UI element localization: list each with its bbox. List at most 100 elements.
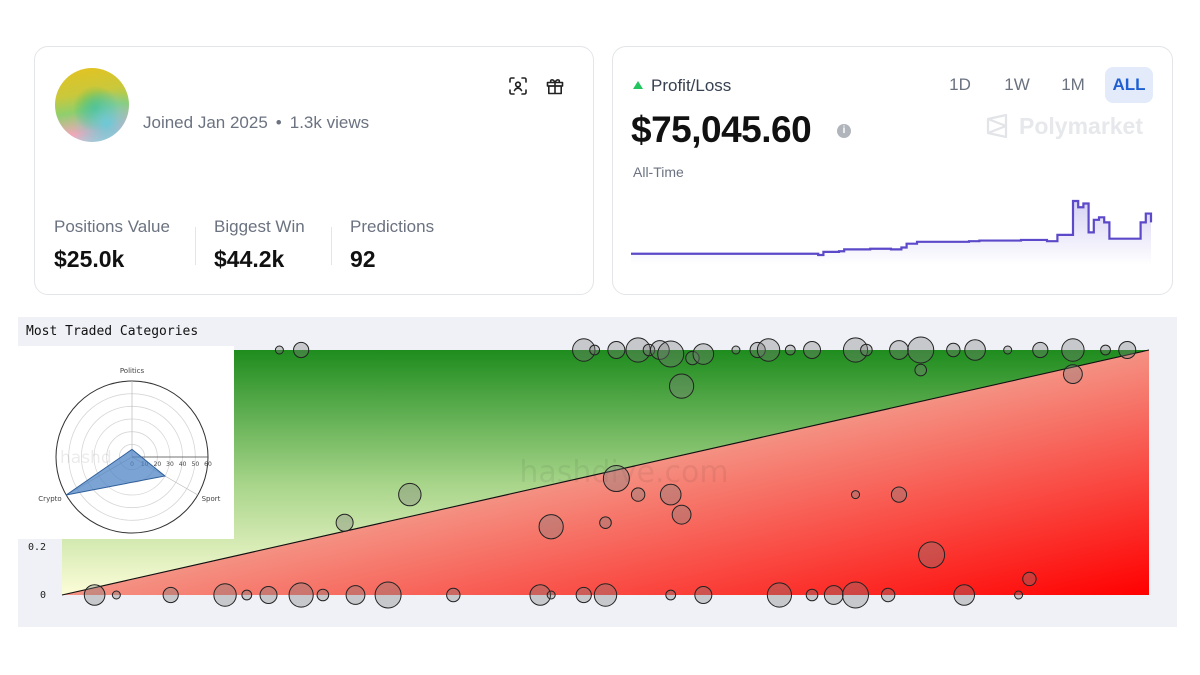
stat-label: Biggest Win [214, 217, 305, 236]
divider [331, 227, 332, 265]
data-bubble [803, 341, 822, 359]
radar-watermark: hashd [60, 448, 112, 468]
data-bubble [213, 583, 237, 607]
data-bubble [1100, 344, 1111, 356]
radar-axis-label: Sport [202, 495, 221, 503]
data-bubble [642, 343, 656, 357]
most-traded-chart: hashdive.com 0.2 0 Politics Sport Crypto… [18, 336, 1150, 609]
pnl-header: Profit/Loss [633, 76, 731, 96]
most-traded-panel: hashdive.com 0.2 0 Politics Sport Crypto… [18, 317, 1177, 627]
data-bubble [446, 587, 461, 603]
data-bubble [83, 584, 106, 606]
radar-area [65, 448, 167, 496]
data-bubble [589, 344, 601, 356]
polymarket-logo-icon [986, 113, 1008, 139]
data-bubble [599, 516, 612, 530]
traded-title: Most Traded Categories [26, 324, 199, 339]
data-bubble [860, 343, 873, 357]
data-bubble [546, 590, 556, 600]
data-bubble [1003, 345, 1013, 355]
scan-face-icon[interactable] [507, 75, 529, 97]
data-bubble [241, 589, 253, 601]
data-bubble [572, 338, 596, 362]
radar-tick-label: 40 [179, 461, 187, 468]
data-bubble [1063, 364, 1083, 384]
data-bubble [842, 581, 870, 609]
data-bubble [575, 586, 592, 604]
data-bubble [374, 581, 402, 609]
data-bubble [649, 340, 670, 360]
data-bubble [657, 340, 685, 368]
data-bubble [1061, 338, 1085, 362]
stat-value: $44.2k [214, 246, 285, 272]
y-tick-label: 0.2 [28, 542, 46, 553]
pnl-area [631, 201, 1151, 265]
data-bubble [274, 345, 284, 355]
pnl-chart [631, 199, 1153, 265]
data-bubble [1014, 590, 1024, 600]
avatar[interactable] [55, 68, 129, 142]
data-bubble [607, 341, 626, 359]
data-bubble [538, 514, 564, 540]
data-bubble [918, 541, 946, 569]
data-bubble [293, 341, 310, 359]
data-bubble [914, 363, 928, 377]
data-bubble [946, 342, 961, 358]
stat-label: Positions Value [54, 217, 170, 236]
data-bubble [889, 340, 909, 360]
data-bubble [345, 585, 366, 605]
info-icon[interactable]: i [837, 124, 851, 138]
radar-axis-label: Crypto [38, 495, 61, 503]
data-bubble [842, 337, 869, 363]
brand-name: Polymarket [1019, 113, 1144, 139]
data-bubble [890, 486, 908, 503]
range-1d-button[interactable]: 1D [949, 75, 971, 94]
pnl-period: All-Time [633, 164, 684, 180]
plot-watermark: hashdive.com [519, 455, 728, 490]
data-bubble [953, 584, 976, 606]
pnl-label: Profit/Loss [651, 76, 732, 95]
data-bubble [805, 588, 819, 602]
data-bubble [316, 588, 330, 602]
data-bubble [668, 373, 695, 399]
data-bubble [630, 487, 646, 502]
stat-value: $25.0k [54, 246, 125, 272]
data-bubble [288, 582, 314, 608]
data-bubble [602, 465, 630, 493]
stat-biggest-win: Biggest Win $44.2k [214, 217, 305, 273]
data-bubble [823, 585, 844, 605]
data-bubble [335, 513, 354, 532]
gift-icon[interactable] [544, 75, 566, 97]
radar-tick-label: 50 [192, 461, 200, 468]
radar-tick-label: 20 [154, 461, 162, 468]
profile-meta: Joined Jan 2025 • 1.3k views [143, 113, 369, 133]
data-bubble [659, 483, 682, 506]
stat-label: Predictions [350, 217, 435, 236]
data-bubble [731, 345, 741, 355]
data-bubble [1022, 571, 1037, 587]
data-bubble [907, 336, 935, 364]
data-bubble [880, 587, 896, 603]
stat-value: 92 [350, 246, 376, 272]
divider [195, 227, 196, 265]
range-1w-button[interactable]: 1W [1004, 75, 1030, 94]
separator-dot: • [275, 113, 282, 132]
stat-predictions: Predictions 92 [350, 217, 434, 273]
radar-tick-label: 60 [204, 461, 212, 468]
joined-date: Joined Jan 2025 [143, 113, 268, 132]
data-bubble [665, 589, 677, 601]
data-bubble [398, 482, 422, 507]
radar-inset [18, 346, 234, 539]
data-bubble [964, 339, 986, 361]
profile-card: Joined Jan 2025 • 1.3k views Positions Val… [34, 46, 594, 295]
radar-tick-label: 30 [166, 461, 174, 468]
data-bubble [111, 590, 121, 600]
data-bubble [851, 490, 861, 500]
polymarket-logo: Polymarket [985, 113, 1143, 140]
data-bubble [1032, 341, 1049, 359]
data-bubble [756, 338, 781, 362]
data-bubble [1118, 341, 1137, 359]
radar-axis-label: Politics [120, 367, 145, 375]
range-1m-button[interactable]: 1M [1061, 75, 1085, 94]
range-all-button[interactable]: ALL [1105, 67, 1153, 103]
